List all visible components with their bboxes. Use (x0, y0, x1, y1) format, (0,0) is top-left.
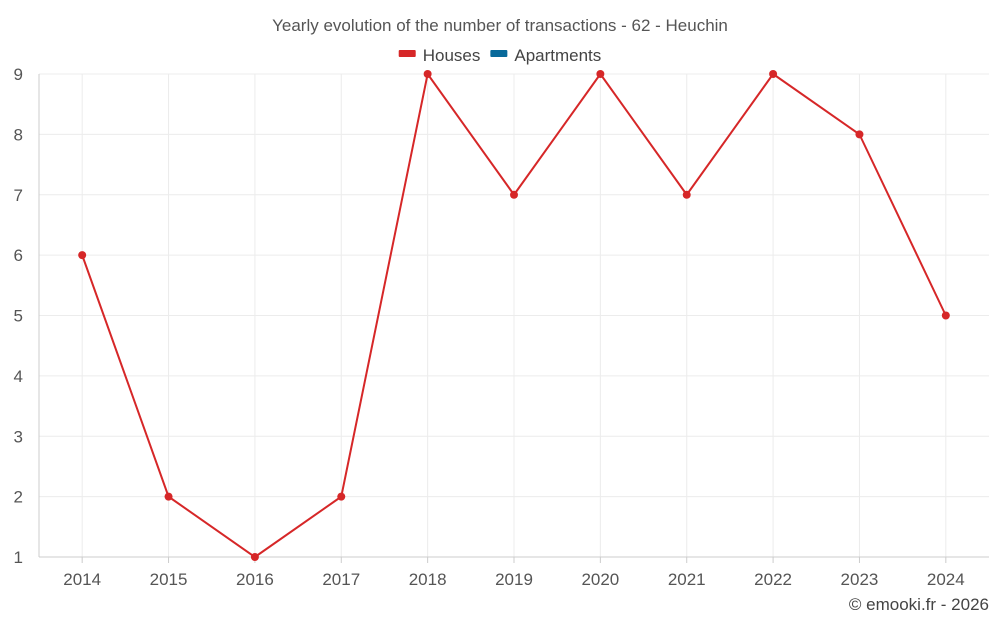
data-point (423, 70, 432, 78)
data-point (596, 70, 605, 78)
gridlines (39, 73, 989, 557)
y-tick-label: 8 (14, 125, 23, 144)
data-point (164, 492, 173, 501)
copyright-credit: © emooki.fr - 2026 (849, 595, 989, 614)
y-axis: 1 2 3 4 5 6 7 8 9 (14, 65, 40, 567)
x-tick-label: 2020 (581, 570, 619, 589)
x-tick-label: 2015 (150, 570, 188, 589)
x-axis: 2014 2015 2016 2017 2018 2019 2020 2021 2022 2023… (39, 556, 989, 589)
y-tick-label: 7 (14, 186, 23, 205)
y-tick-label: 1 (14, 548, 23, 567)
x-tick-label: 2018 (409, 570, 447, 589)
y-tick-label: 6 (14, 246, 23, 265)
x-tick-label: 2017 (322, 570, 360, 589)
legend: Houses Apartments (398, 46, 601, 65)
y-tick-label: 4 (14, 367, 23, 386)
x-tick-label: 2019 (495, 570, 533, 589)
x-tick-label: 2021 (668, 570, 706, 589)
data-point (337, 492, 346, 501)
chart-title: Yearly evolution of the number of transa… (272, 16, 728, 35)
legend-swatch (490, 50, 508, 57)
series-layer (78, 70, 950, 561)
x-tick-label: 2023 (841, 570, 879, 589)
legend-label: Houses (423, 46, 481, 65)
legend-item-houses: Houses (398, 46, 481, 65)
x-tick-label: 2014 (63, 570, 101, 589)
data-point (78, 251, 87, 260)
data-point (941, 311, 950, 320)
y-tick-label: 5 (14, 307, 23, 326)
data-point (855, 130, 864, 139)
data-point (682, 190, 691, 199)
data-point (769, 70, 778, 78)
legend-swatch (398, 50, 416, 57)
x-tick-label: 2022 (754, 570, 792, 589)
y-tick-label: 9 (14, 65, 23, 84)
x-tick-label: 2016 (236, 570, 274, 589)
data-point (250, 553, 259, 561)
data-point (510, 190, 518, 199)
legend-item-apartments: Apartments (490, 46, 601, 65)
legend-label: Apartments (514, 46, 601, 65)
y-tick-label: 2 (14, 488, 23, 507)
x-tick-label: 2024 (927, 570, 965, 589)
y-tick-label: 3 (14, 427, 23, 446)
